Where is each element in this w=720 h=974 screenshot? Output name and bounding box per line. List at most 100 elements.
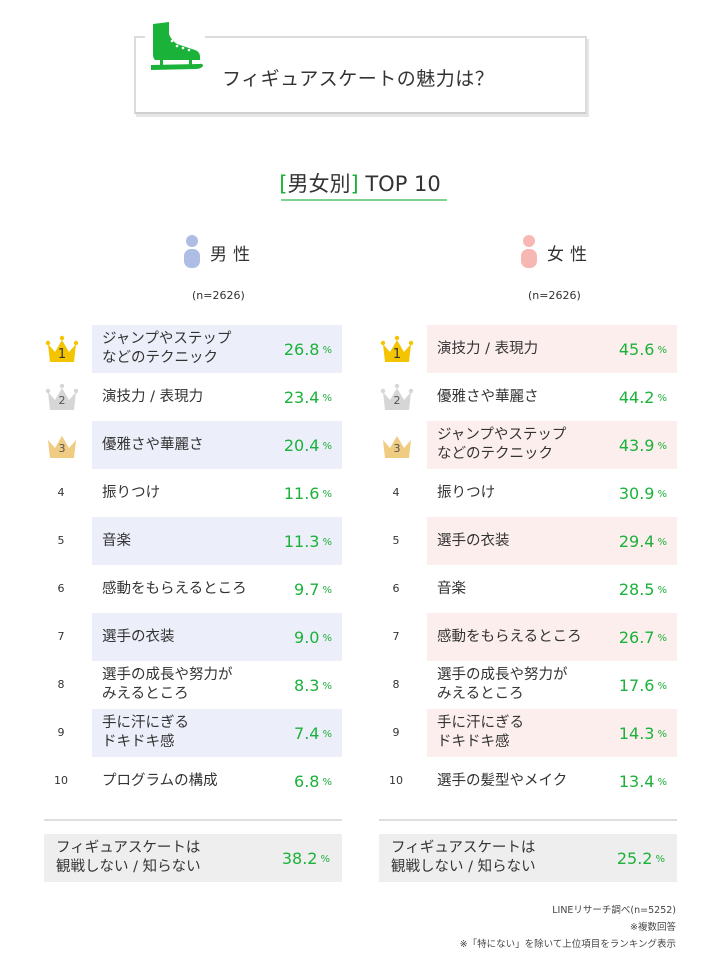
subtitle-bracket-open: [ — [279, 172, 288, 196]
value-number: 26.7 — [618, 627, 655, 647]
item-value: 14.3% — [619, 709, 667, 757]
item-label: 選手の衣装 — [102, 628, 175, 645]
value-number: 11.6 — [283, 483, 320, 503]
value-number: 9.7 — [294, 579, 320, 599]
gold-crown-icon: 1 — [379, 334, 415, 364]
item-value: 9.0% — [294, 613, 332, 661]
ranking-row: 3 ジャンプやステップ などのテクニック 43.9% — [379, 421, 679, 469]
ranking-row: 8 選手の成長や努力が みえるところ 8.3% — [44, 661, 344, 709]
value-unit: % — [322, 489, 332, 500]
value-number: 14.3 — [618, 723, 655, 743]
value-number: 23.4 — [283, 387, 320, 407]
ranking-row: 10 選手の髪型やメイク 13.4% — [379, 757, 679, 805]
male-header: 男性 — [183, 234, 263, 268]
ranking-row: 9 手に汗にぎる ドキドキ感 7.4% — [44, 709, 344, 757]
ranking-row: 1 ジャンプやステップ などのテクニック 26.8% — [44, 325, 344, 373]
rank-number: 5 — [392, 534, 400, 547]
male-other-row: フィギュアスケートは 観戦しない / 知らない 38.2% — [44, 834, 342, 882]
item-value: 20.4% — [284, 421, 332, 469]
rank-number: 6 — [57, 582, 65, 595]
female-ranking-list: 1 演技力 / 表現力 45.6% 2 優雅さや華麗さ 44.2% 3 ジャンプやステップ な… — [379, 325, 679, 805]
female-sample-size: (n=2626) — [528, 289, 581, 302]
item-label: 演技力 / 表現力 — [437, 340, 539, 357]
value-unit: % — [655, 854, 665, 865]
value-unit: % — [657, 729, 667, 740]
rank-number: 4 — [392, 486, 400, 499]
value-unit: % — [657, 537, 667, 548]
item-value: 13.4% — [619, 757, 667, 805]
value-unit: % — [320, 854, 330, 865]
row-highlight — [427, 325, 677, 373]
item-label: ジャンプやステップ などのテクニック — [437, 427, 567, 462]
rank-number: 10 — [389, 774, 403, 787]
row-highlight — [427, 613, 677, 661]
ranking-row: 5 選手の衣装 29.4% — [379, 517, 679, 565]
item-label: 選手の髪型やメイク — [437, 772, 568, 789]
male-ranking-list: 1 ジャンプやステップ などのテクニック 26.8% 2 演技力 / 表現力 23.4% 3… — [44, 325, 344, 805]
ranking-row: 9 手に汗にぎる ドキドキ感 14.3% — [379, 709, 679, 757]
ranking-row: 3 優雅さや華麗さ 20.4% — [44, 421, 344, 469]
item-value: 26.7% — [619, 613, 667, 661]
value-number: 45.6 — [618, 339, 655, 359]
male-sample-size: (n=2626) — [192, 289, 245, 302]
rank-number: 8 — [392, 678, 400, 691]
ranking-row: 7 感動をもらえるところ 26.7% — [379, 613, 679, 661]
value-number: 11.3 — [283, 531, 320, 551]
female-divider — [379, 819, 677, 821]
value-number: 26.8 — [283, 339, 320, 359]
value-number: 20.4 — [283, 435, 320, 455]
item-label: ジャンプやステップ などのテクニック — [102, 331, 232, 366]
value-number: 43.9 — [618, 435, 655, 455]
male-person-icon — [184, 235, 200, 268]
rank-number: 2 — [58, 394, 66, 407]
subtitle: [男女別] TOP 10 — [0, 168, 720, 198]
ranking-row: 10 プログラムの構成 6.8% — [44, 757, 344, 805]
item-value: 44.2% — [619, 373, 667, 421]
item-value: 6.8% — [294, 757, 332, 805]
item-label: 手に汗にぎる ドキドキ感 — [437, 715, 524, 750]
footer-source: LINEリサーチ調べ(n=5252) — [552, 905, 676, 916]
item-label: 音楽 — [102, 532, 131, 549]
footer-note-ranking: ※「特にない」を除いて上位項目をランキング表示 — [459, 939, 676, 950]
item-label: 音楽 — [437, 580, 466, 597]
item-value: 17.6% — [619, 661, 667, 709]
value-number: 38.2 — [281, 848, 318, 868]
value-unit: % — [657, 681, 667, 692]
item-label: 優雅さや華麗さ — [102, 436, 204, 453]
question-title: フィギュアスケートの魅力は？ — [222, 68, 495, 90]
row-highlight — [427, 709, 677, 757]
item-label: 選手の成長や努力が みえるところ — [437, 667, 568, 702]
ranking-row: 8 選手の成長や努力が みえるところ 17.6% — [379, 661, 679, 709]
female-person-icon — [521, 235, 537, 268]
value-number: 30.9 — [618, 483, 655, 503]
item-label: 選手の成長や努力が みえるところ — [102, 667, 233, 702]
footer-note-multiple: ※複数回答 — [630, 922, 676, 933]
rank-number: 7 — [392, 630, 400, 643]
value-unit: % — [657, 633, 667, 644]
item-label: 振りつけ — [102, 484, 161, 501]
rank-number: 4 — [57, 486, 65, 499]
value-number: 8.3 — [294, 675, 320, 695]
subtitle-category: 男女別 — [287, 172, 351, 196]
item-label: 感動をもらえるところ — [102, 580, 247, 597]
subtitle-bracket-close: ] — [350, 172, 359, 196]
male-other-value: 38.2% — [282, 834, 330, 882]
value-unit: % — [322, 633, 332, 644]
value-unit: % — [322, 729, 332, 740]
row-highlight — [427, 421, 677, 469]
value-number: 17.6 — [618, 675, 655, 695]
item-label: 選手の衣装 — [437, 532, 510, 549]
value-unit: % — [322, 681, 332, 692]
rank-number: 6 — [392, 582, 400, 595]
rank-number: 7 — [57, 630, 65, 643]
item-value: 29.4% — [619, 517, 667, 565]
male-label: 男性 — [210, 245, 256, 265]
rank-number: 3 — [393, 442, 401, 455]
row-highlight — [92, 325, 342, 373]
value-unit: % — [657, 777, 667, 788]
rank-number: 5 — [57, 534, 65, 547]
value-unit: % — [657, 441, 667, 452]
value-unit: % — [657, 393, 667, 404]
value-number: 13.4 — [618, 771, 655, 791]
item-value: 30.9% — [619, 469, 667, 517]
